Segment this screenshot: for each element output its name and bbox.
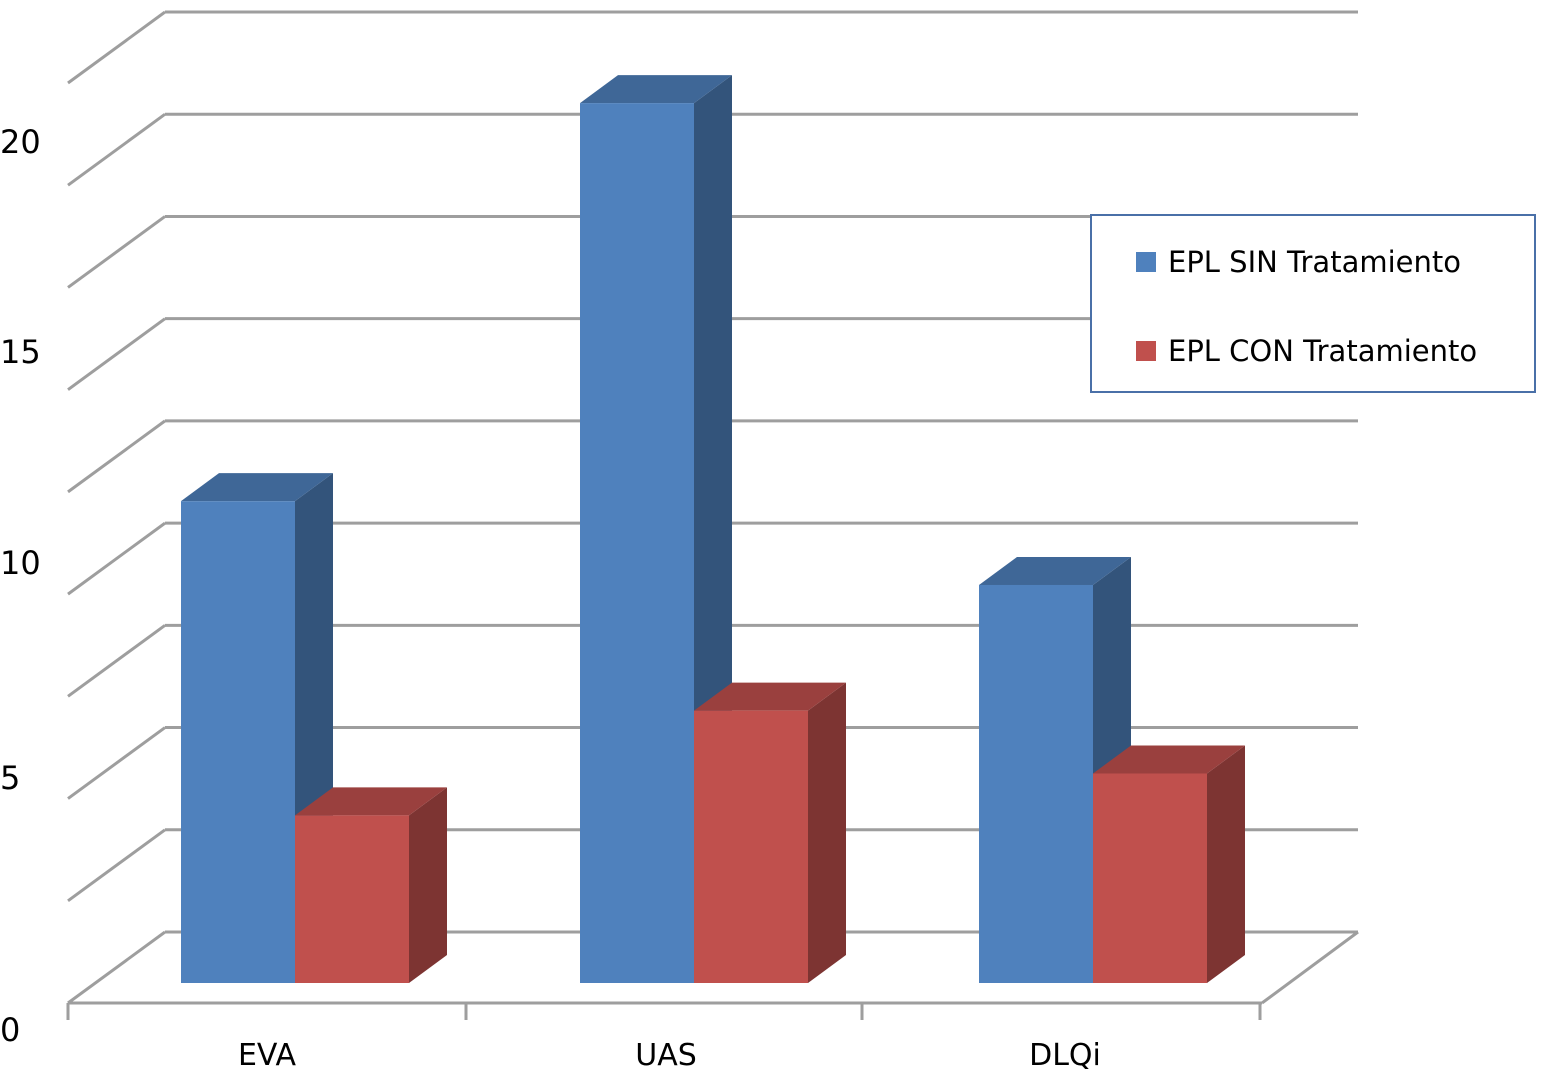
gridline xyxy=(67,112,1358,187)
y-tick-label: 15 xyxy=(0,333,41,371)
legend-label-series-1: EPL SIN Tratamiento xyxy=(1168,245,1461,279)
legend-item-series-2: EPL CON Tratamiento xyxy=(1136,331,1477,371)
bar-uas-series-1 xyxy=(580,75,732,984)
gridline xyxy=(67,521,1358,596)
bar-eva-series-2 xyxy=(295,787,447,983)
y-axis-ticks: 0 5 10 15 20 xyxy=(0,123,41,1049)
gridline xyxy=(67,419,1358,494)
floor xyxy=(68,930,1359,1005)
legend-swatch-series-2 xyxy=(1136,341,1156,361)
gridline xyxy=(67,623,1358,698)
gridline xyxy=(67,10,1358,85)
x-category-label: EVA xyxy=(238,1038,297,1073)
y-tick-label: 10 xyxy=(0,544,41,582)
legend: EPL SIN Tratamiento EPL CON Tratamiento xyxy=(1090,214,1536,393)
y-tick-label: 20 xyxy=(0,123,41,161)
y-tick-label: 0 xyxy=(0,1011,20,1049)
legend-item-series-1: EPL SIN Tratamiento xyxy=(1136,242,1461,282)
y-tick-label: 5 xyxy=(0,759,20,797)
legend-label-series-2: EPL CON Tratamiento xyxy=(1168,334,1478,368)
legend-swatch-series-1 xyxy=(1136,252,1156,272)
x-axis-labels: EVA UAS DLQi xyxy=(238,1038,1101,1073)
x-category-label: DLQi xyxy=(1029,1038,1101,1073)
bars xyxy=(181,75,1245,984)
bar-dlqi-series-2 xyxy=(1093,745,1245,983)
x-category-label: UAS xyxy=(635,1038,697,1073)
bar-eva-series-1 xyxy=(181,473,333,983)
axes xyxy=(66,930,1359,1020)
bar-uas-series-2 xyxy=(694,682,846,983)
